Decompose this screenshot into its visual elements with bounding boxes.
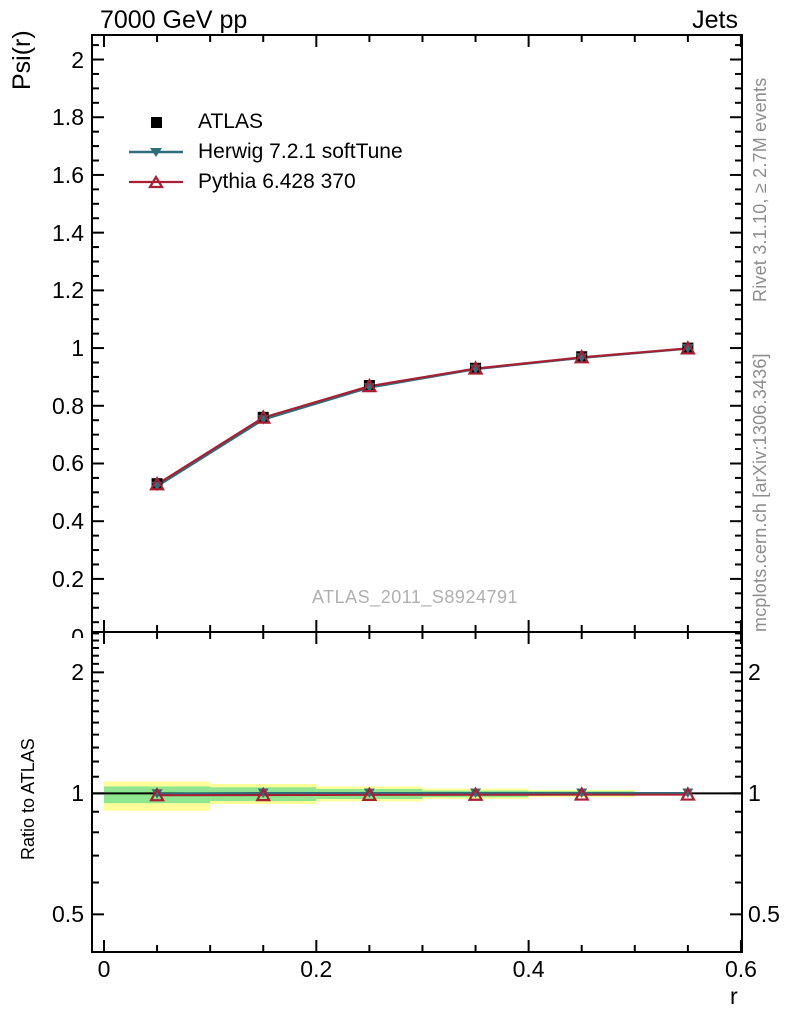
y-axis-title-main: Psi(r) — [8, 30, 36, 90]
analysis-id-watermark: ATLAS_2011_S8924791 — [312, 587, 518, 607]
tick-label: 0 — [71, 623, 84, 638]
legend-label-pythia: Pythia 6.428 370 — [198, 170, 356, 193]
legend-label-atlas: ATLAS — [198, 110, 263, 133]
y-axis-labels-main: 0 0.2 0.4 0.6 0.8 1 1.2 1.4 1.6 1.8 2 — [0, 0, 90, 638]
tick-label: 2 — [71, 46, 84, 73]
atlas-square-marker-icon — [151, 117, 162, 128]
tick-label: 0.4 — [52, 508, 84, 535]
tick-label: 0.8 — [52, 392, 84, 419]
legend-item-atlas: ATLAS — [128, 110, 263, 134]
tick-label: 1.2 — [52, 277, 84, 304]
tick-label: 1.6 — [52, 161, 84, 188]
legend-label-herwig: Herwig 7.2.1 softTune — [198, 140, 403, 163]
pythia-line-marker-icon — [129, 174, 183, 189]
tick-label: 1.8 — [52, 104, 84, 131]
mcplots-arxiv-note: mcplots.cern.ch [arXiv:1306.3436] — [750, 353, 770, 632]
plot-title-beam: 7000 GeV pp — [100, 6, 248, 34]
y-axis-title-ratio: Ratio to ATLAS — [18, 738, 38, 860]
legend-item-herwig: Herwig 7.2.1 softTune — [128, 140, 403, 164]
x-axis-title: r — [730, 983, 738, 1009]
tick-label: 0.2 — [52, 565, 84, 592]
legend-item-pythia: Pythia 6.428 370 — [128, 170, 356, 194]
tick-label: 1 — [71, 335, 84, 362]
herwig-line-marker-icon — [129, 148, 183, 157]
tick-label: 1.4 — [52, 219, 84, 246]
tick-label: 0.6 — [52, 450, 84, 477]
plot-title-process: Jets — [692, 6, 738, 34]
rivet-version-note: Rivet 3.1.10, ≥ 2.7M events — [750, 77, 770, 302]
